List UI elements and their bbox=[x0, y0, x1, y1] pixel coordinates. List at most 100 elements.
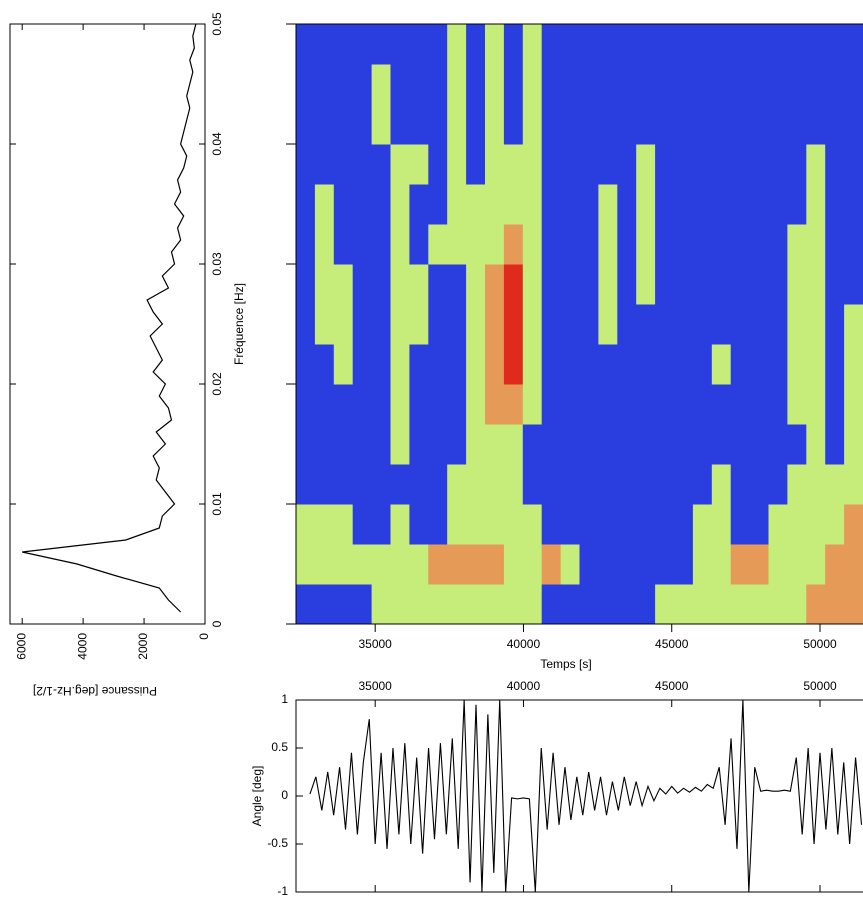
contour-cell bbox=[447, 544, 467, 585]
contour-cell bbox=[522, 504, 543, 545]
contour-cell bbox=[598, 344, 618, 385]
contour-cell bbox=[730, 464, 751, 505]
contour-cell bbox=[579, 544, 599, 585]
contour-cell bbox=[428, 584, 448, 624]
contour-cell bbox=[711, 24, 732, 65]
contour-cell bbox=[428, 264, 448, 305]
contour-cell bbox=[352, 144, 373, 185]
contour-cell bbox=[333, 64, 354, 105]
contour-cell bbox=[333, 464, 354, 505]
contour-cell bbox=[749, 104, 769, 145]
signal-line bbox=[309, 700, 863, 892]
contour-cell bbox=[768, 264, 788, 305]
contour-cell bbox=[333, 344, 354, 385]
contour-cell bbox=[806, 384, 826, 425]
contour-cell bbox=[428, 304, 448, 345]
contour-cell bbox=[503, 224, 524, 265]
contour-cell bbox=[428, 464, 448, 505]
contour-cell bbox=[617, 224, 637, 265]
contour-cell bbox=[390, 104, 410, 145]
contour-cell bbox=[466, 224, 486, 265]
contour-cell bbox=[749, 344, 769, 385]
contour-cell bbox=[825, 224, 845, 265]
contour-cell bbox=[485, 224, 505, 265]
contour-cell bbox=[352, 224, 373, 265]
contour-cell bbox=[749, 264, 769, 305]
contour-cell bbox=[428, 544, 448, 585]
contour-cell bbox=[314, 184, 335, 225]
contour-cell bbox=[674, 464, 694, 505]
contour-cell bbox=[598, 104, 618, 145]
contour-cell bbox=[768, 64, 788, 105]
contour-cell bbox=[314, 384, 335, 425]
contour-cell bbox=[466, 504, 486, 545]
contour-cell bbox=[598, 144, 618, 185]
contour-cell bbox=[371, 344, 391, 385]
contour-cell bbox=[541, 464, 562, 505]
contour-cell bbox=[579, 264, 599, 305]
contour-cell bbox=[806, 504, 826, 545]
contour-cell bbox=[352, 344, 373, 385]
contour-cell bbox=[636, 304, 656, 345]
contour-cell bbox=[787, 104, 807, 145]
contour-cell bbox=[768, 184, 788, 225]
contour-cell bbox=[636, 64, 656, 105]
contour-cell bbox=[447, 304, 467, 345]
contour-cell bbox=[636, 344, 656, 385]
contour-cell bbox=[447, 224, 467, 265]
contour-cell bbox=[541, 24, 562, 65]
contour-cell bbox=[655, 264, 675, 305]
contour-cell bbox=[655, 424, 675, 465]
frequency-tick-label: 0 bbox=[210, 620, 224, 627]
contour-cell bbox=[466, 584, 486, 624]
contour-cell bbox=[485, 64, 505, 105]
contour-cell bbox=[333, 304, 354, 345]
contour-cell bbox=[730, 144, 751, 185]
contour-cell bbox=[711, 184, 732, 225]
contour-cell bbox=[579, 304, 599, 345]
contour-cell bbox=[711, 464, 732, 505]
contour-cell bbox=[466, 264, 486, 305]
contour-cell bbox=[296, 24, 316, 65]
contour-cell bbox=[617, 424, 637, 465]
contour-cell bbox=[466, 464, 486, 505]
contour-cell bbox=[825, 384, 845, 425]
contour-cell bbox=[333, 104, 354, 145]
contour-cell bbox=[560, 464, 580, 505]
contour-cell bbox=[674, 344, 694, 385]
contour-cell bbox=[598, 584, 618, 624]
contour-cell bbox=[541, 144, 562, 185]
contour-cell bbox=[711, 304, 732, 345]
contour-cell bbox=[428, 504, 448, 545]
contour-cell bbox=[692, 184, 713, 225]
contour-cell bbox=[692, 344, 713, 385]
contour-cell bbox=[674, 144, 694, 185]
contour-cell bbox=[844, 24, 863, 65]
contour-cell bbox=[409, 504, 429, 545]
contour-cell bbox=[296, 504, 316, 545]
contour-cell bbox=[617, 544, 637, 585]
contour-cell bbox=[390, 384, 410, 425]
contour-cell bbox=[428, 344, 448, 385]
contour-cell bbox=[466, 64, 486, 105]
contour-cell bbox=[825, 24, 845, 65]
contour-cell bbox=[447, 504, 467, 545]
contour-cell bbox=[428, 64, 448, 105]
contour-cell bbox=[352, 384, 373, 425]
contour-cell bbox=[522, 224, 543, 265]
contour-cell bbox=[692, 544, 713, 585]
contour-cell bbox=[503, 464, 524, 505]
frequency-tick-label: 0.04 bbox=[210, 132, 224, 156]
contour-cell bbox=[825, 584, 845, 624]
contour-cell bbox=[825, 464, 845, 505]
contour-cell bbox=[352, 544, 373, 585]
contour-cell bbox=[560, 584, 580, 624]
contour-cell bbox=[749, 184, 769, 225]
contour-cell bbox=[503, 24, 524, 65]
contour-cell bbox=[844, 184, 863, 225]
contour-cell bbox=[333, 584, 354, 624]
contour-cell bbox=[636, 224, 656, 265]
contour-cell bbox=[314, 544, 335, 585]
contour-cell bbox=[636, 464, 656, 505]
contour-cell bbox=[485, 504, 505, 545]
